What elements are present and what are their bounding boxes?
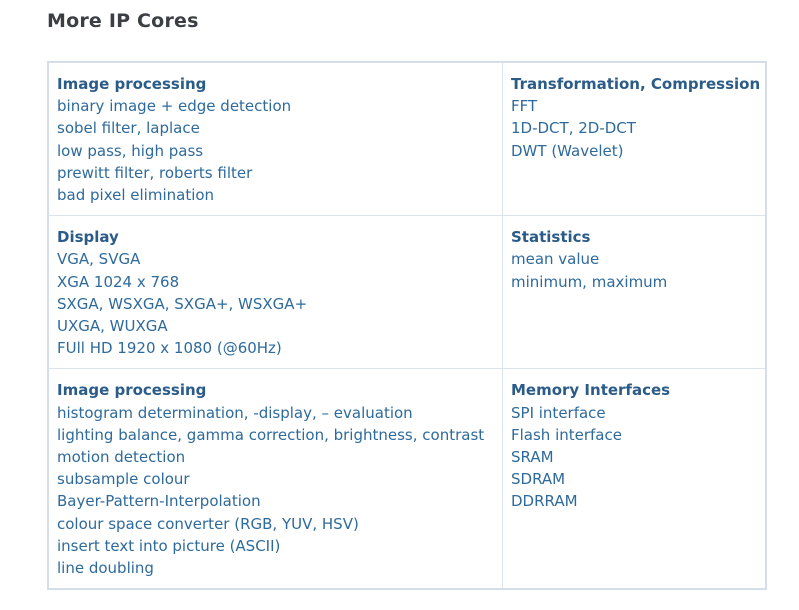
feature-item: minimum, maximum xyxy=(511,272,668,291)
feature-item: sobel filter, laplace xyxy=(57,119,200,138)
feature-item: FUll HD 1920 x 1080 (@60Hz) xyxy=(57,339,282,358)
feature-item: motion detection xyxy=(57,448,186,467)
category-heading: Memory Interfaces xyxy=(511,381,671,400)
feature-list: VGA, SVGA XGA 1024 x 768 SXGA, WSXGA, SXGA… xyxy=(57,248,494,359)
feature-item: Flash interface xyxy=(511,425,622,444)
feature-item: histogram determination, -display, – eva… xyxy=(57,403,413,422)
feature-item: Bayer-Pattern-Interpolation xyxy=(57,492,261,511)
feature-list: FFT 1D-DCT, 2D-DCT DWT (Wavelet) xyxy=(511,95,757,162)
category-cell: Image processing histogram determination,… xyxy=(47,368,503,590)
feature-item: prewitt filter, roberts filter xyxy=(57,163,253,182)
category-heading: Statistics xyxy=(511,228,591,247)
feature-item: low pass, high pass xyxy=(57,141,204,160)
feature-item: VGA, SVGA xyxy=(57,250,141,269)
feature-item: FFT xyxy=(511,97,538,116)
feature-item: 1D-DCT, 2D-DCT xyxy=(511,119,636,138)
feature-item: subsample colour xyxy=(57,470,190,489)
feature-item: colour space converter (RGB, YUV, HSV) xyxy=(57,514,359,533)
feature-list: histogram determination, -display, – eva… xyxy=(57,402,494,580)
category-cell: Display VGA, SVGA XGA 1024 x 768 SXGA, WSXG… xyxy=(47,215,503,370)
category-heading: Transformation, Compression xyxy=(511,75,761,93)
feature-item: DWT (Wavelet) xyxy=(511,141,624,160)
ip-cores-table-body: Image processing binary image + edge dete… xyxy=(47,61,767,590)
feature-item: SDRAM xyxy=(511,470,566,489)
category-heading: Display xyxy=(57,228,119,247)
feature-item: SXGA, WSXGA, SXGA+, WSXGA+ xyxy=(57,294,308,313)
feature-item: line doubling xyxy=(57,559,154,578)
category-cell: Memory Interfaces SPI interface Flash inte… xyxy=(502,368,767,590)
feature-list: mean value minimum, maximum xyxy=(511,248,757,292)
table-row: Image processing binary image + edge dete… xyxy=(47,61,767,217)
category-cell: Image processing binary image + edge dete… xyxy=(47,61,503,217)
feature-item: DDRRAM xyxy=(511,492,578,511)
category-cell: Transformation, Compression FFT 1D-DCT, 2D… xyxy=(502,61,767,217)
feature-item: mean value xyxy=(511,250,600,269)
feature-item: lighting balance, gamma correction, brig… xyxy=(57,425,485,444)
feature-item: SPI interface xyxy=(511,403,606,422)
feature-item: bad pixel elimination xyxy=(57,186,215,205)
feature-item: binary image + edge detection xyxy=(57,97,292,116)
feature-item: XGA 1024 x 768 xyxy=(57,272,180,291)
feature-list: binary image + edge detection sobel filte… xyxy=(57,95,494,206)
category-heading: Image processing xyxy=(57,381,207,400)
feature-list: SPI interface Flash interface SRAM SDRAM DDR… xyxy=(511,402,757,513)
category-heading: Image processing xyxy=(57,75,207,93)
category-cell: Statistics mean value minimum, maximum xyxy=(502,215,767,370)
ip-cores-table: Image processing binary image + edge dete… xyxy=(47,61,767,591)
feature-item: UXGA, WUXGA xyxy=(57,317,168,336)
table-row: Display VGA, SVGA XGA 1024 x 768 SXGA, WSXG… xyxy=(47,215,767,370)
feature-item: insert text into picture (ASCII) xyxy=(57,536,281,555)
table-row: Image processing histogram determination,… xyxy=(47,368,767,590)
feature-item: SRAM xyxy=(511,448,554,467)
page-title: More IP Cores xyxy=(47,10,199,32)
